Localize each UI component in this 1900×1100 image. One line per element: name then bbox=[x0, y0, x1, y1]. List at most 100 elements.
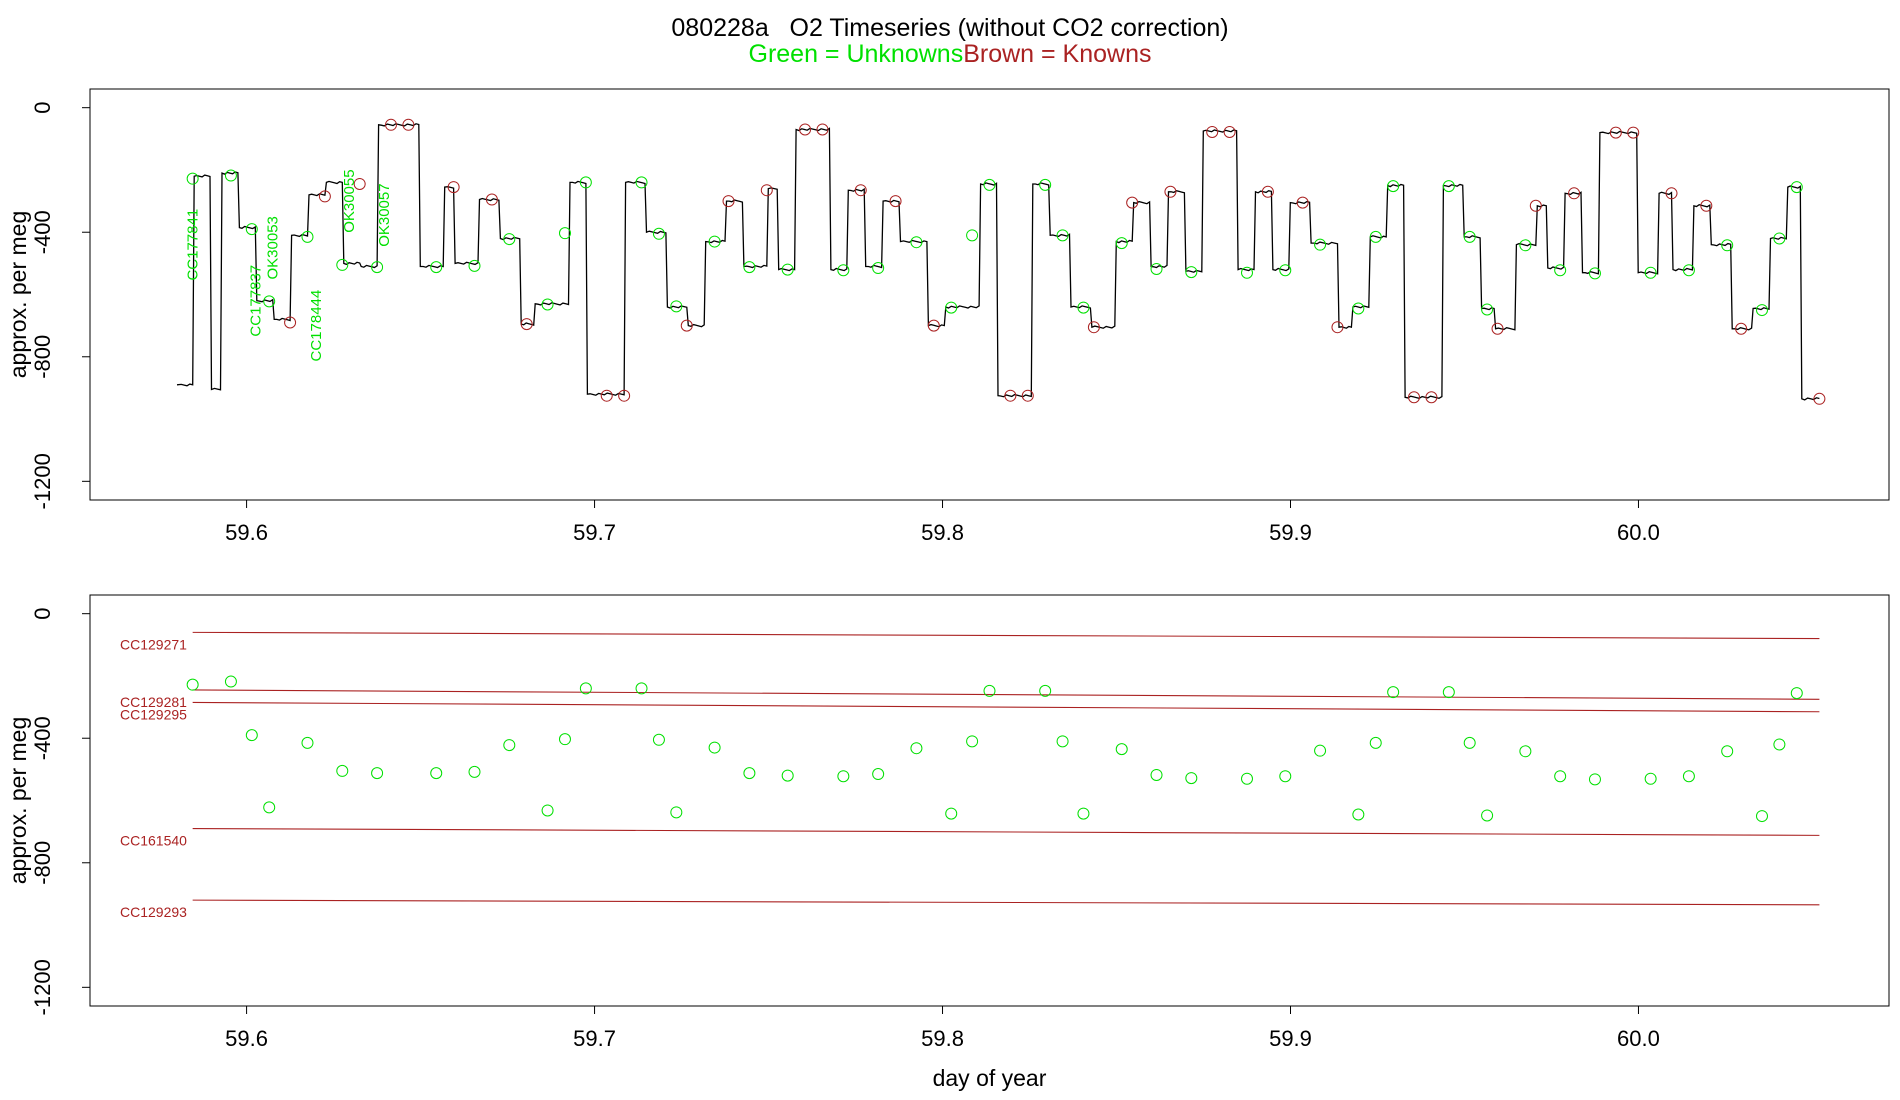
reference-line bbox=[192, 701, 1820, 713]
known-point bbox=[447, 181, 460, 194]
x-tick-label: 59.6 bbox=[225, 520, 268, 545]
unknown-point bbox=[503, 233, 516, 246]
unknown-point bbox=[910, 742, 923, 755]
unknown-point bbox=[670, 300, 683, 313]
y-tick-label: -1200 bbox=[30, 453, 55, 509]
o2-trace-line bbox=[176, 123, 1820, 401]
known-point bbox=[1627, 126, 1640, 139]
known-point bbox=[1331, 321, 1344, 334]
unknown-point bbox=[1755, 304, 1768, 317]
unknown-point bbox=[245, 223, 258, 236]
known-point bbox=[722, 195, 735, 208]
reference-label: CC129293 bbox=[120, 904, 187, 920]
x-tick-label: 59.8 bbox=[921, 1026, 964, 1051]
unknown-point bbox=[1554, 264, 1567, 277]
unknown-point bbox=[1185, 772, 1198, 785]
unknown-point bbox=[430, 767, 443, 780]
unknown-point bbox=[224, 169, 237, 182]
reference-label: CC129295 bbox=[120, 706, 187, 722]
known-point bbox=[1408, 391, 1421, 404]
unknown-point bbox=[468, 259, 481, 272]
known-point bbox=[284, 316, 297, 329]
known-point bbox=[1491, 322, 1504, 335]
unknown-point bbox=[1790, 687, 1803, 700]
unknown-point bbox=[708, 235, 721, 248]
unknown-point bbox=[1077, 301, 1090, 314]
known-point bbox=[1164, 185, 1177, 198]
unknown-point bbox=[945, 807, 958, 820]
y-tick-label: -400 bbox=[30, 210, 55, 254]
reference-line bbox=[192, 631, 1820, 640]
known-point bbox=[1223, 125, 1236, 138]
unknown-point bbox=[1077, 807, 1090, 820]
sample-annotation: CC177837 bbox=[247, 265, 264, 337]
unknown-point bbox=[635, 176, 648, 189]
known-point bbox=[318, 190, 331, 203]
known-point bbox=[1087, 321, 1100, 334]
y-axis-label: approx. per meg bbox=[5, 211, 31, 378]
unknown-point bbox=[635, 682, 648, 695]
unknown-point bbox=[1463, 736, 1476, 749]
x-axis-label: day of year bbox=[933, 1065, 1047, 1091]
unknown-point bbox=[224, 675, 237, 688]
unknown-point bbox=[1387, 180, 1400, 193]
known-point bbox=[889, 195, 902, 208]
unknown-point bbox=[1314, 238, 1327, 251]
unknown-point bbox=[966, 735, 979, 748]
unknown-point bbox=[670, 806, 683, 819]
unknown-point bbox=[1442, 180, 1455, 193]
unknown-point bbox=[245, 729, 258, 742]
known-point bbox=[1700, 199, 1713, 212]
unknown-point bbox=[1150, 262, 1163, 275]
x-tick-label: 59.6 bbox=[225, 1026, 268, 1051]
known-point bbox=[1665, 187, 1678, 200]
reference-label: CC161540 bbox=[120, 833, 187, 849]
unknown-point bbox=[1314, 744, 1327, 757]
unknown-point bbox=[186, 172, 199, 185]
known-point bbox=[927, 319, 940, 332]
unknown-point bbox=[872, 768, 885, 781]
sample-annotation: CC178444 bbox=[308, 290, 325, 362]
known-point bbox=[1126, 196, 1139, 209]
top-panel: 59.6 59.7 59.8 59.9 60.0 0 -400 -800 -1200 approx… bbox=[5, 88, 1890, 545]
reference-label: CC129271 bbox=[120, 636, 187, 652]
y-axis-label: approx. per meg bbox=[5, 717, 31, 884]
unknown-point bbox=[743, 767, 756, 780]
unknown-point bbox=[503, 739, 516, 752]
unknown-point bbox=[1755, 810, 1768, 823]
y-tick-label: -800 bbox=[30, 335, 55, 379]
plot-frame bbox=[89, 594, 1890, 1007]
unknown-point bbox=[1519, 745, 1532, 758]
known-point bbox=[1813, 392, 1826, 405]
known-point bbox=[760, 184, 773, 197]
unknown-point bbox=[1588, 773, 1601, 786]
unknown-point bbox=[430, 261, 443, 274]
unknown-point bbox=[1721, 745, 1734, 758]
unknown-point bbox=[541, 298, 554, 311]
unknown-point bbox=[579, 176, 592, 189]
unknown-point bbox=[1369, 230, 1382, 243]
unknown-point bbox=[1773, 232, 1786, 245]
unknown-point bbox=[1150, 768, 1163, 781]
unknown-point bbox=[1519, 239, 1532, 252]
unknown-point bbox=[1039, 178, 1052, 191]
known-point bbox=[618, 389, 631, 402]
known-point bbox=[402, 118, 415, 131]
reference-line bbox=[192, 899, 1820, 906]
unknown-point bbox=[1240, 266, 1253, 279]
legend-knowns: Brown = Knowns bbox=[963, 40, 1152, 68]
known-point bbox=[485, 193, 498, 206]
unknown-point bbox=[1039, 684, 1052, 697]
x-tick-label: 60.0 bbox=[1617, 520, 1660, 545]
unknown-point bbox=[1554, 770, 1567, 783]
chart-subtitle: Green = UnknownsBrown = Knowns bbox=[0, 40, 1900, 69]
unknown-point bbox=[872, 262, 885, 275]
legend-unknowns: Green = Unknowns bbox=[748, 40, 964, 68]
reference-label: CC129281 bbox=[120, 694, 187, 710]
unknown-point bbox=[945, 301, 958, 314]
unknown-point bbox=[1644, 772, 1657, 785]
unknown-point bbox=[983, 684, 996, 697]
unknown-point bbox=[1279, 770, 1292, 783]
known-point bbox=[1529, 199, 1542, 212]
